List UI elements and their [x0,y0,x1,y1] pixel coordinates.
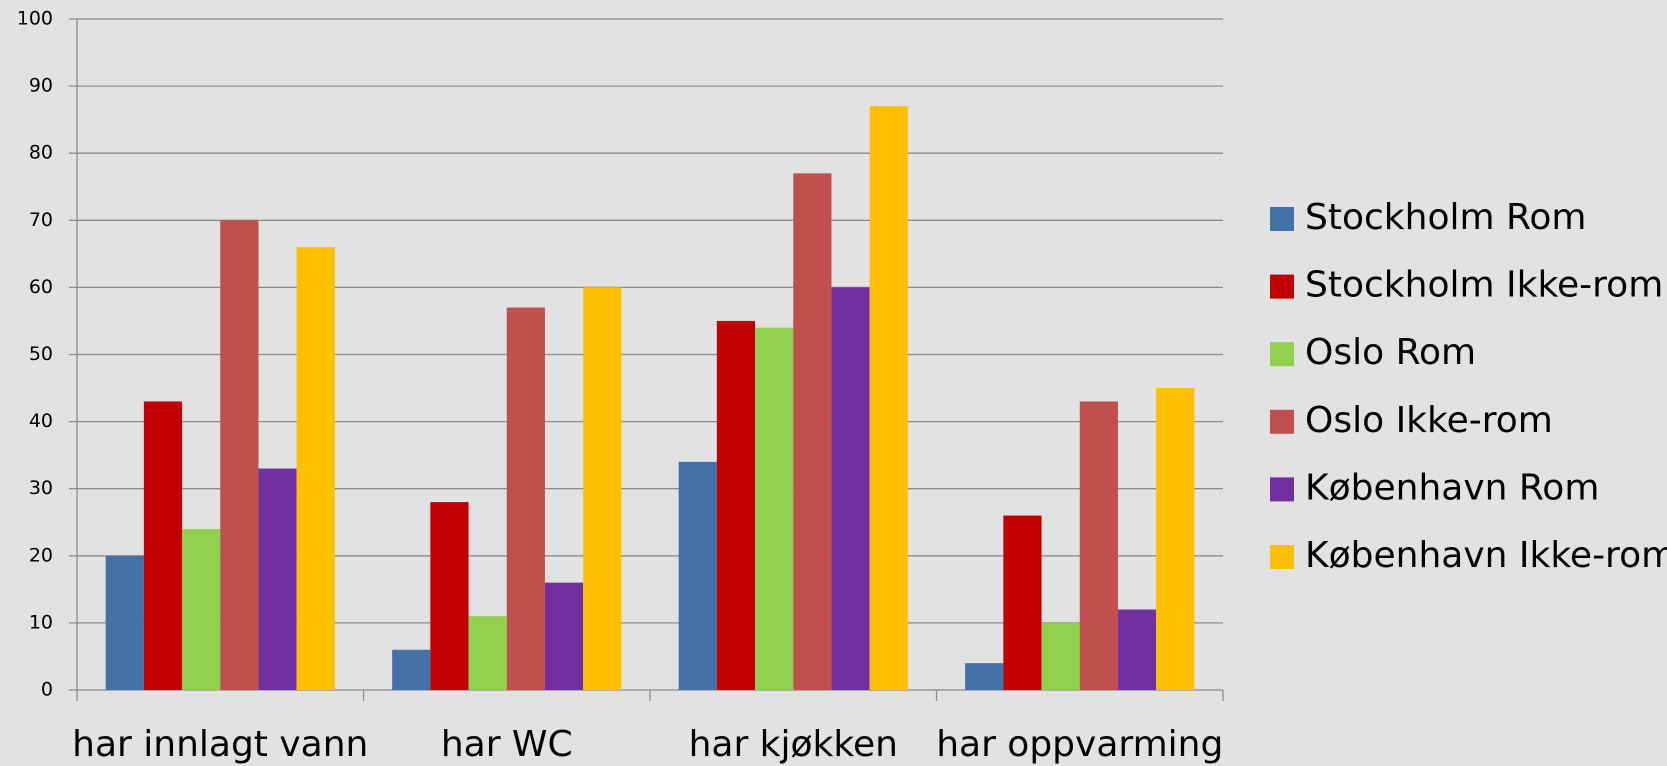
legend-label: København Ikke-rom [1305,535,1667,576]
bar [105,555,144,690]
legend-label: Oslo Ikke-rom [1305,400,1553,441]
legend-label: Stockholm Rom [1305,197,1586,238]
y-tick-label: 30 [29,477,53,499]
bar [544,582,584,690]
bar [831,287,870,690]
y-tick-label: 80 [29,142,53,164]
legend-swatch [1270,207,1294,231]
legend-swatch [1270,545,1294,569]
bar [1079,401,1118,690]
legend-swatch [1270,342,1294,367]
legend-swatch [1270,409,1294,434]
x-tick-label: har oppvarming [936,724,1223,765]
y-tick-label: 100 [17,8,53,30]
legend-label: Oslo Rom [1305,332,1476,373]
legend-swatch [1270,274,1294,299]
x-tick-label: har WC [441,724,573,765]
bar [392,649,431,690]
y-tick-label: 40 [29,410,53,432]
y-tick-label: 20 [29,544,53,566]
bar [1156,388,1195,690]
y-tick-label: 90 [29,75,53,97]
bar [258,468,297,690]
legend-swatch [1270,477,1294,502]
bar [182,528,221,690]
bar [506,307,545,690]
bar [1117,609,1157,690]
bar [143,401,183,690]
x-tick-label: har kjøkken [689,724,898,765]
x-tick-label: har innlagt vann [72,724,368,765]
y-tick-label: 0 [41,679,53,701]
bar [468,616,507,690]
bar [755,327,794,690]
legend-label: Stockholm Ikke-rom [1305,265,1663,306]
bar [793,173,832,690]
y-tick-label: 60 [29,276,53,298]
bar [296,247,335,690]
y-tick-label: 50 [29,343,53,365]
bar [869,106,908,691]
bar [220,220,259,691]
y-tick-label: 10 [29,611,53,633]
y-tick-label: 70 [29,209,53,231]
bar [430,502,469,690]
bar [1041,622,1080,690]
legend-label: København Rom [1305,467,1599,508]
bar [965,663,1004,690]
bar [1003,515,1042,690]
bar [678,461,717,690]
bar [716,320,756,690]
bar [583,287,622,690]
